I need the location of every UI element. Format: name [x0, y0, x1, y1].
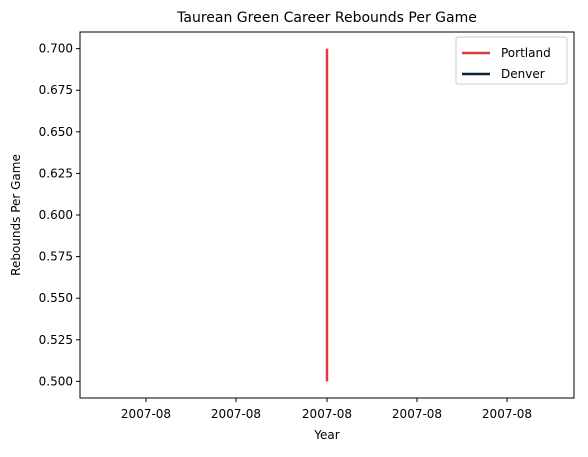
y-tick-label: 0.500: [39, 374, 73, 388]
legend-label-denver: Denver: [501, 67, 545, 81]
y-tick-label: 0.600: [39, 208, 73, 222]
legend-label-portland: Portland: [501, 46, 551, 60]
x-tick-label: 2007-08: [121, 407, 171, 421]
y-axis-ticks: 0.500 0.525 0.550 0.575 0.600 0.625 0.650 0.675…: [39, 42, 80, 388]
x-tick-label: 2007-08: [392, 407, 442, 421]
y-tick-label: 0.700: [39, 42, 73, 56]
x-axis-ticks: 2007-08 2007-08 2007-08 2007-08 2007-08: [121, 398, 532, 421]
y-tick-label: 0.625: [39, 166, 73, 180]
y-tick-label: 0.650: [39, 125, 73, 139]
x-tick-label: 2007-08: [482, 407, 532, 421]
y-tick-label: 0.675: [39, 83, 73, 97]
legend-box: [455, 36, 568, 85]
y-tick-label: 0.525: [39, 333, 73, 347]
chart-title: Taurean Green Career Rebounds Per Game: [176, 10, 477, 26]
x-axis-label: Year: [313, 428, 339, 442]
y-axis-label: Rebounds Per Game: [9, 154, 23, 276]
x-tick-label: 2007-08: [211, 407, 261, 421]
y-tick-label: 0.575: [39, 250, 73, 264]
y-tick-label: 0.550: [39, 291, 73, 305]
legend: Portland Denver: [455, 36, 568, 85]
x-tick-label: 2007-08: [302, 407, 352, 421]
